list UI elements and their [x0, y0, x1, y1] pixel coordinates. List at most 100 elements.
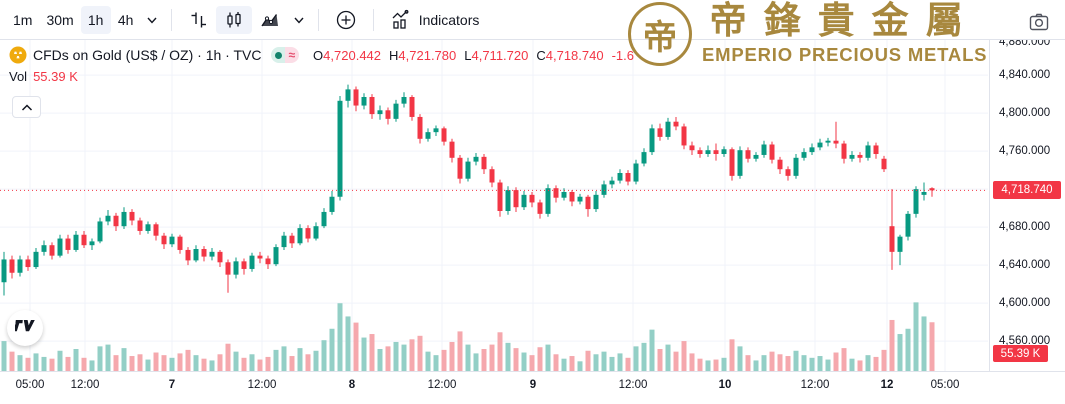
- volume-bar-98: [785, 356, 791, 371]
- volume-bar-20: [161, 355, 167, 371]
- candle-35: [281, 235, 287, 248]
- candle-92: [737, 150, 743, 176]
- volume-bar-36: [289, 356, 295, 371]
- candle-79: [633, 163, 639, 182]
- candle-95: [761, 144, 767, 155]
- volume-bar-104: [833, 352, 839, 371]
- volume-bar-114: [913, 302, 919, 371]
- interval-4h-button[interactable]: 4h: [111, 6, 141, 34]
- volume-bar-14: [113, 355, 119, 371]
- interval-30m-button[interactable]: 30m: [39, 6, 80, 34]
- price-axis-label: 4,840.000: [999, 69, 1051, 82]
- time-axis-label: 7: [168, 379, 176, 391]
- candle-88: [705, 150, 711, 154]
- volume-bar-6: [49, 358, 55, 371]
- candle-80: [641, 152, 647, 164]
- tradingview-logo-button[interactable]: [7, 310, 43, 346]
- last-price-badge: 4,718.740: [993, 181, 1061, 200]
- time-axis-label: 12:00: [618, 379, 648, 391]
- time-axis-label: 12:00: [800, 379, 830, 391]
- candle-60: [481, 156, 487, 170]
- price-axis-label: 4,680.000: [999, 221, 1051, 234]
- indicators-icon: [389, 8, 413, 32]
- candle-56: [449, 141, 455, 158]
- candle-90: [721, 149, 727, 154]
- price-axis[interactable]: 4,880.000 4,840.000 4,800.000 4,760.000 4,68…: [989, 40, 1065, 371]
- time-axis-label: 05:00: [15, 379, 45, 391]
- symbol-title[interactable]: CFDs on Gold (US$ / OZ) · 1h · TVC: [33, 47, 262, 63]
- high-value: 4,721.780: [398, 47, 457, 63]
- interval-1m-button[interactable]: 1m: [6, 6, 39, 34]
- volume-bar-93: [745, 355, 751, 371]
- price-axis-label: 4,640.000: [999, 259, 1051, 272]
- candlestick-volume-plot[interactable]: [0, 40, 989, 371]
- candle-55: [441, 128, 447, 142]
- volume-bar-47: [377, 349, 383, 371]
- candle-103: [825, 140, 831, 143]
- volume-bar-21: [169, 357, 175, 371]
- candle-106: [849, 154, 855, 159]
- bars-style-button[interactable]: [180, 6, 216, 34]
- volume-bar-27: [217, 354, 223, 371]
- candle-50: [401, 97, 407, 104]
- candle-77: [617, 173, 623, 181]
- volume-bar-88: [705, 360, 711, 371]
- volume-bar-107: [857, 360, 863, 371]
- candle-41: [329, 196, 335, 212]
- interval-menu-chevron-down-icon[interactable]: [141, 6, 163, 34]
- volume-bar-74: [593, 354, 599, 371]
- candle-18: [145, 224, 151, 231]
- price-axis-label: 4,560.000: [999, 335, 1051, 348]
- volume-bar-30: [241, 357, 247, 371]
- volume-bar-111: [889, 319, 895, 371]
- compare-add-symbol-button[interactable]: [327, 6, 365, 34]
- candle-2: [17, 259, 23, 273]
- candles-style-button[interactable]: [215, 5, 252, 34]
- candle-100: [801, 152, 807, 158]
- toolbar-divider: [317, 8, 319, 31]
- candle-66: [529, 194, 535, 203]
- candle-26: [209, 251, 215, 257]
- candle-17: [137, 220, 143, 231]
- area-style-button[interactable]: [252, 6, 288, 34]
- candle-25: [201, 249, 207, 257]
- volume-bar-4: [33, 353, 39, 371]
- interval-1h-button[interactable]: 1h: [80, 5, 111, 34]
- volume-bar-29: [233, 351, 239, 371]
- snapshot-camera-button[interactable]: [1023, 6, 1055, 41]
- volume-bar-9: [73, 349, 79, 371]
- candle-68: [545, 188, 551, 214]
- candle-52: [417, 116, 423, 139]
- volume-bar-48: [385, 346, 391, 371]
- candle-0: [1, 259, 7, 283]
- candle-37: [297, 228, 303, 244]
- volume-bar-103: [825, 359, 831, 371]
- candle-38: [305, 228, 311, 239]
- candle-73: [585, 196, 591, 210]
- candle-104: [833, 140, 839, 144]
- market-status-pill[interactable]: ≈: [271, 47, 300, 63]
- volume-bar-42: [337, 303, 343, 371]
- candle-13: [105, 215, 111, 222]
- candle-16: [129, 211, 135, 221]
- time-axis-label: 9: [529, 379, 537, 391]
- style-menu-chevron-down-icon[interactable]: [288, 6, 310, 34]
- low-value: 4,711.720: [471, 47, 529, 63]
- toolbar-divider: [372, 8, 374, 31]
- indicators-button[interactable]: Indicators: [382, 6, 487, 34]
- candle-3: [25, 259, 31, 268]
- volume-bar-31: [249, 354, 255, 371]
- volume-bar-37: [297, 348, 303, 371]
- volume-bar-105: [841, 348, 847, 371]
- volume-bar-1: [9, 351, 15, 371]
- volume-bar-51: [409, 339, 415, 371]
- volume-bar-68: [545, 344, 551, 371]
- candle-36: [289, 235, 295, 244]
- volume-bar-89: [713, 359, 719, 371]
- volume-bar-70: [561, 358, 567, 371]
- bars-style-icon: [187, 9, 209, 31]
- volume-bar-81: [649, 329, 655, 371]
- volume-bar-45: [361, 337, 367, 371]
- legend-collapse-button[interactable]: [12, 96, 41, 118]
- time-axis[interactable]: 05:00 12:00 7 12:00 8 12:00 9 12:00 10 12:00 12 05:…: [0, 371, 1065, 404]
